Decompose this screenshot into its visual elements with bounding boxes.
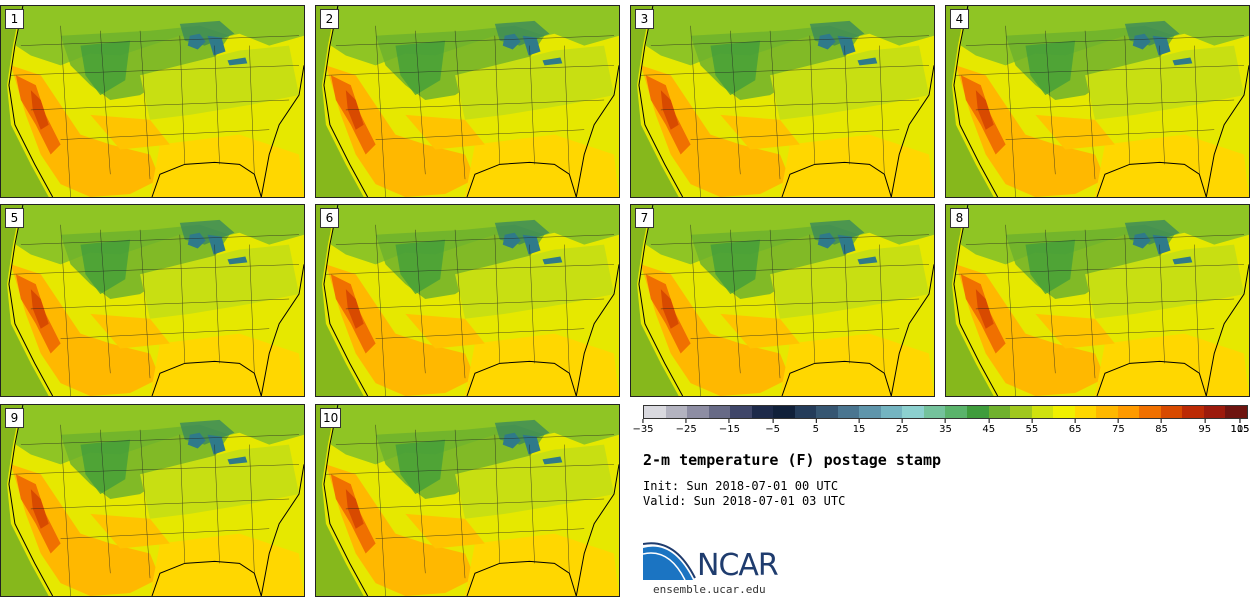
colorbar-tick-label: 85 [1155,419,1168,435]
temperature-map [1,6,304,197]
colorbar-swatch [1053,406,1075,418]
colorbar-swatch [730,406,752,418]
colorbar-tick-label: 115 [1230,419,1249,435]
colorbar-swatch [1096,406,1118,418]
member-number-label: 5 [5,208,24,228]
map-panel: 5 [0,204,305,397]
colorbar-tick-label: 75 [1112,419,1125,435]
map-panel: 8 [945,204,1250,397]
member-number-label: 1 [5,9,24,29]
colorbar-tick-label: −15 [719,419,740,435]
chart-title: 2-m temperature (F) postage stamp [643,451,942,469]
temperature-map [1,405,304,596]
colorbar-swatch [794,406,817,418]
colorbar-swatch [880,406,903,418]
map-panel: 3 [630,5,935,198]
member-number-label: 10 [320,408,342,428]
temperature-map [316,205,619,396]
colorbar-tick-label: 35 [939,419,952,435]
colorbar-swatch [859,406,881,418]
colorbar-swatch [1031,406,1054,418]
colorbar-swatch [665,406,688,418]
colorbar-swatch [1160,406,1183,418]
colorbar-swatch [1010,406,1032,418]
member-number-label: 7 [635,208,654,228]
member-number-label: 9 [5,408,24,428]
colorbar-swatch [902,406,924,418]
member-number-label: 3 [635,9,654,29]
map-panel: 4 [945,5,1250,198]
init-time: Init: Sun 2018-07-01 00 UTC [643,479,839,493]
colorbar-swatch [1117,406,1140,418]
temperature-colorbar [643,405,1248,419]
ncar-logo-text: NCAR [697,548,779,583]
colorbar-swatch [773,406,795,418]
colorbar-tick-label: 95 [1198,419,1211,435]
ncar-logo-icon [643,542,696,581]
colorbar-tick-label: 65 [1069,419,1082,435]
colorbar-swatch [687,406,709,418]
map-panel: 7 [630,204,935,397]
colorbar-swatch [1225,406,1247,418]
colorbar-tick-label: 5 [813,419,819,435]
member-number-label: 4 [950,9,969,29]
valid-time: Valid: Sun 2018-07-01 03 UTC [643,494,846,508]
colorbar-swatch [751,406,774,418]
colorbar-tick-label: −25 [676,419,697,435]
colorbar-swatch [837,406,860,418]
member-number-label: 8 [950,208,969,228]
colorbar-swatch [923,406,946,418]
member-number-label: 6 [320,208,339,228]
colorbar-swatch [988,406,1011,418]
colorbar-swatch [1074,406,1097,418]
colorbar-swatch [1182,406,1204,418]
colorbar-swatch [644,406,666,418]
temperature-map [946,205,1249,396]
map-panel: 6 [315,204,620,397]
colorbar-swatch [945,406,967,418]
temperature-map [631,205,934,396]
temperature-map [316,405,619,596]
colorbar-swatch [1203,406,1226,418]
map-panel: 10 [315,404,620,597]
colorbar-ticks: −35 −25 −15 −5 5 15 25 35 45 55 65 75 85 95 105 115 [632,419,1249,439]
colorbar-tick-label: 45 [982,419,995,435]
colorbar-tick-label: 25 [896,419,909,435]
site-url[interactable]: ensemble.ucar.edu [653,583,766,596]
map-panel: 9 [0,404,305,597]
colorbar-tick-label: −5 [765,419,780,435]
colorbar-swatch [708,406,731,418]
temperature-map [631,6,934,197]
colorbar-swatch [1139,406,1161,418]
colorbar-tick-label: 15 [853,419,866,435]
temperature-map [946,6,1249,197]
map-panel: 2 [315,5,620,198]
colorbar-tick-label: 55 [1026,419,1039,435]
map-panel: 1 [0,5,305,198]
temperature-map [1,205,304,396]
member-number-label: 2 [320,9,339,29]
colorbar-swatch [816,406,838,418]
temperature-map [316,6,619,197]
colorbar-swatch [966,406,989,418]
colorbar-tick-label: −35 [632,419,653,435]
